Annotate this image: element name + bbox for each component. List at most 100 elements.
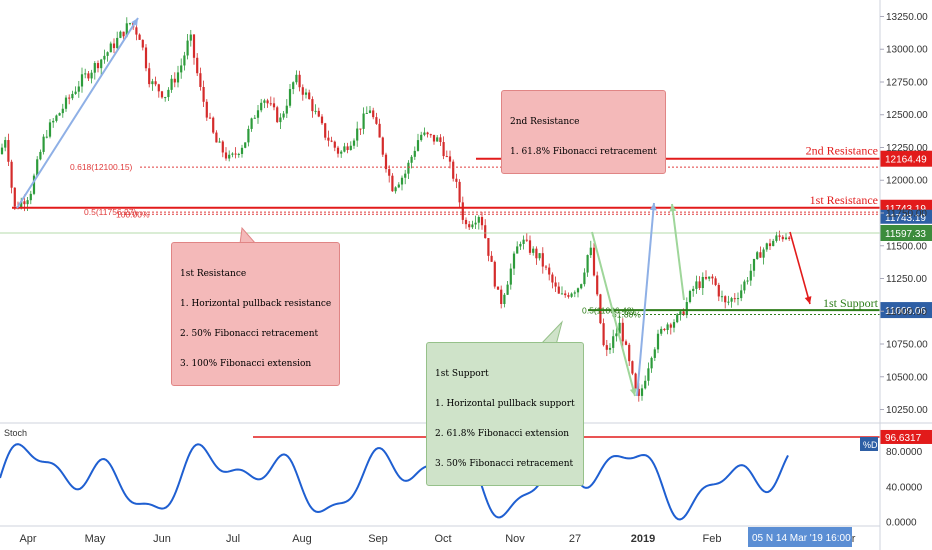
candle-body [708, 276, 711, 279]
candle-body [602, 323, 605, 346]
candle-body [74, 91, 77, 94]
candle-body [557, 286, 560, 294]
candle-body [416, 140, 420, 151]
x-tick-label: Apr [19, 533, 36, 545]
candle-body [682, 311, 685, 316]
x-tick-label: Feb [703, 533, 722, 545]
candle-body [666, 324, 669, 331]
y-tick-label: 10750.00 [886, 340, 928, 351]
candle-body [653, 349, 656, 358]
candle-body [68, 97, 71, 99]
candle-body [343, 146, 346, 152]
fib-level-label: 0.618(12100.15) [70, 162, 133, 172]
candle-body [778, 235, 781, 237]
candle-body [586, 255, 589, 273]
candle-body [775, 235, 778, 241]
candle-body [55, 115, 58, 121]
candle-body [52, 120, 55, 123]
candle-body [167, 89, 170, 98]
candle-body [554, 282, 557, 287]
candle-body [471, 224, 474, 228]
candle-body [781, 236, 784, 240]
x-tick-label: Aug [292, 533, 312, 545]
candle-body [711, 276, 714, 279]
candle-body [692, 288, 695, 292]
candle-body [308, 92, 311, 100]
candle-body [765, 243, 768, 250]
candle-body [576, 288, 580, 293]
candle-body [605, 345, 608, 350]
candle-body [394, 187, 397, 192]
candle-body [234, 153, 237, 155]
candle-body [432, 134, 436, 142]
candle-body [679, 311, 682, 315]
candle-body [477, 217, 480, 223]
candle-body [138, 34, 141, 40]
price-tag [880, 302, 932, 319]
candle-body [93, 63, 96, 73]
candle-body [45, 136, 48, 138]
candle-body [320, 116, 324, 124]
candle-body [100, 59, 103, 69]
candle-body [349, 145, 352, 150]
candle-body [64, 97, 68, 109]
candle-body [170, 78, 173, 90]
candle-body [263, 100, 266, 103]
candle-body [580, 284, 583, 289]
candle-body [359, 128, 362, 130]
candle-body [570, 293, 573, 297]
candle-body [759, 252, 762, 258]
candle-body [189, 34, 192, 41]
candle-body [455, 178, 458, 182]
candle-body [186, 40, 189, 56]
candle-body [324, 123, 327, 138]
candle-body [589, 247, 592, 256]
candle-body [13, 187, 16, 207]
candle-body [176, 72, 180, 83]
candle-body [119, 31, 122, 38]
stoch-series-tag [860, 437, 878, 451]
candle-body [250, 118, 253, 129]
x-tick-label: Nov [505, 533, 525, 545]
candle-body [336, 147, 340, 154]
candle-body [740, 290, 743, 299]
x-tick-label: 27 [569, 533, 581, 545]
candle-body [762, 249, 765, 258]
candle-body [564, 293, 567, 296]
candle-body [410, 156, 413, 163]
projection-arrow-head [804, 296, 812, 304]
candle-body [544, 266, 548, 268]
candle-body [656, 333, 660, 350]
trend-arrow-up [16, 17, 139, 209]
retracement-arrow-head [669, 204, 677, 212]
extension-arrow-down-head [629, 388, 637, 396]
candle-body [487, 238, 490, 256]
price-tag [880, 209, 932, 224]
candle-body [448, 156, 452, 162]
y-tick-label: 13000.00 [886, 45, 928, 56]
candle-body [122, 31, 125, 37]
callout-title: 2nd Resistance [510, 117, 580, 127]
time-readout-box [748, 527, 852, 547]
candle-body [426, 132, 429, 135]
candle-body [279, 117, 282, 123]
candle-body [695, 281, 698, 289]
y-tick-label: 11750.00 [886, 209, 927, 220]
candle-body [103, 55, 106, 60]
overlays: 2nd Resistance 12164.49 1st Resistance 1174… [0, 17, 932, 397]
candle-body [23, 201, 26, 205]
candle-body [42, 136, 45, 152]
extension-arrow-up [636, 202, 655, 397]
candle-body [20, 201, 23, 209]
candle-body [237, 153, 240, 155]
candle-body [436, 137, 439, 142]
candle-body [714, 278, 717, 285]
fib-level-label: 0.5(11756.27) [84, 207, 136, 217]
candle-body [538, 253, 541, 259]
candle-body [631, 361, 634, 374]
candle-body [618, 322, 621, 334]
candle-body [551, 274, 554, 283]
candle-body [80, 74, 84, 87]
candle-body [352, 140, 356, 146]
price-tag-value: 11743.19 [885, 204, 926, 215]
